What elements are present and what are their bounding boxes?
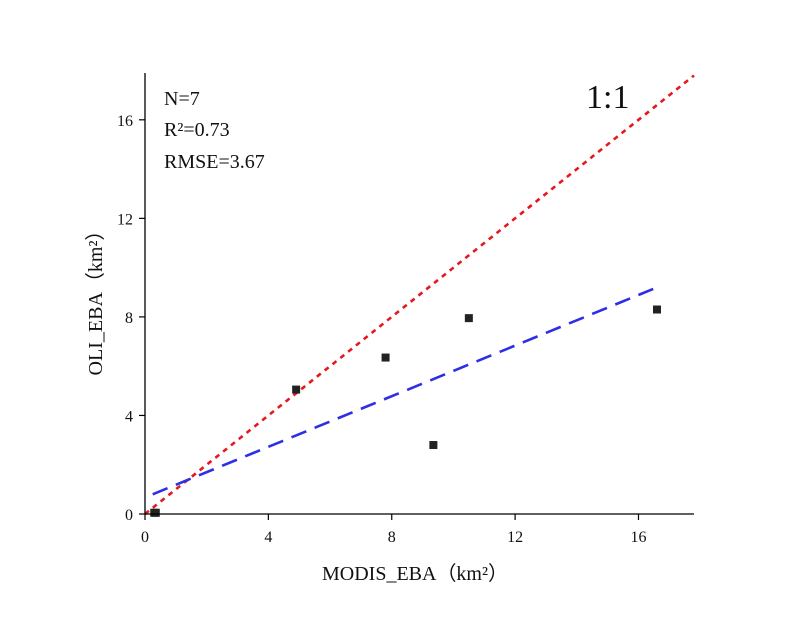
points-layer	[150, 305, 661, 517]
x-tick-label: 12	[507, 529, 523, 546]
x-axis-title: MODIS_EBA（km²）	[322, 562, 508, 585]
x-tick-label: 16	[630, 529, 646, 546]
data-point	[381, 353, 390, 362]
y-tick-label: 8	[125, 310, 133, 327]
data-point	[652, 305, 661, 314]
data-point	[464, 314, 473, 323]
y-tick-label: 4	[125, 408, 133, 425]
fit-line	[152, 284, 661, 496]
stat-rmse: RMSE=3.67	[164, 151, 265, 173]
fit-line-layer	[152, 284, 661, 496]
one-to-one-label: 1:1	[586, 79, 629, 116]
stat-r2: R²=0.73	[164, 119, 230, 141]
stat-n: N=7	[164, 88, 200, 110]
data-point	[429, 441, 438, 450]
y-tick-label: 12	[117, 211, 133, 228]
data-point	[292, 385, 301, 394]
x-ticks: 0 4 8 12 16	[141, 514, 646, 546]
x-tick-label: 4	[264, 529, 272, 546]
y-tick-label: 16	[117, 113, 133, 130]
data-point	[151, 508, 160, 517]
y-axis-title: OLI_EBA（km²）	[84, 221, 107, 376]
y-ticks: 0 4 8 12 16	[117, 113, 145, 524]
x-tick-label: 0	[141, 529, 149, 546]
one-to-one-line	[144, 74, 695, 516]
y-tick-label: 0	[125, 507, 133, 524]
reference-line-layer	[144, 74, 695, 516]
x-tick-label: 8	[388, 529, 396, 546]
